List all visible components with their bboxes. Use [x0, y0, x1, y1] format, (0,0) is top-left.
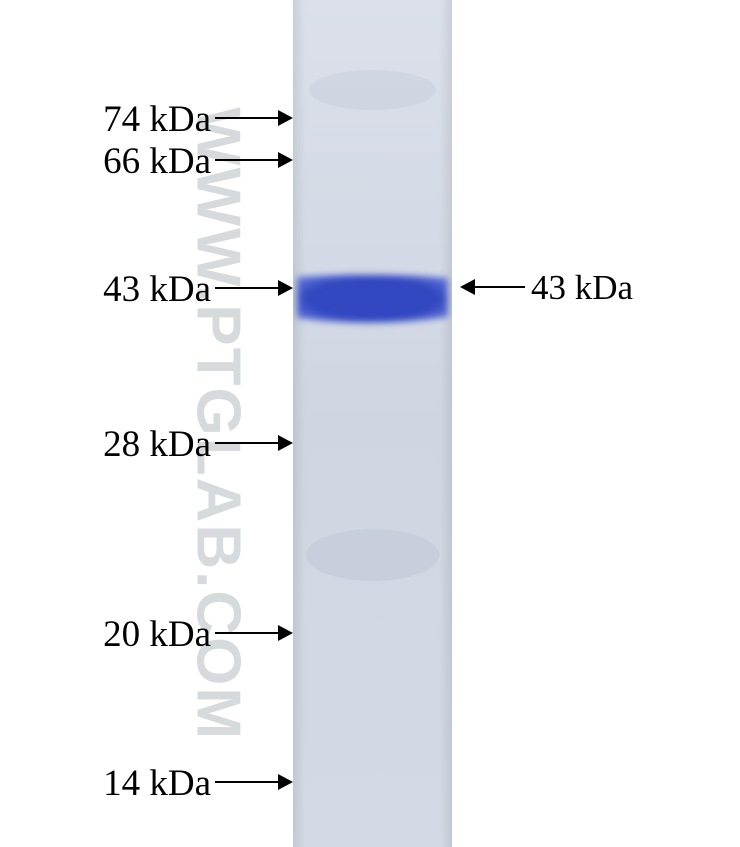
- mw-marker-label: 43 kDa: [103, 268, 211, 311]
- mw-marker-label: 28 kDa: [103, 423, 211, 466]
- mw-marker-label: 20 kDa: [103, 613, 211, 656]
- gel-lane-svg: [293, 0, 452, 847]
- mw-marker-label: 14 kDa: [103, 762, 211, 805]
- gel-figure: WWW.PTGLAB.COM 74 kDa66 kDa43 kDa28 kDa2…: [0, 0, 740, 847]
- gel-lane: [293, 0, 452, 847]
- band-size-label: 43 kDa: [531, 268, 633, 308]
- mw-marker-label: 66 kDa: [103, 140, 211, 183]
- mw-marker-label: 74 kDa: [103, 98, 211, 141]
